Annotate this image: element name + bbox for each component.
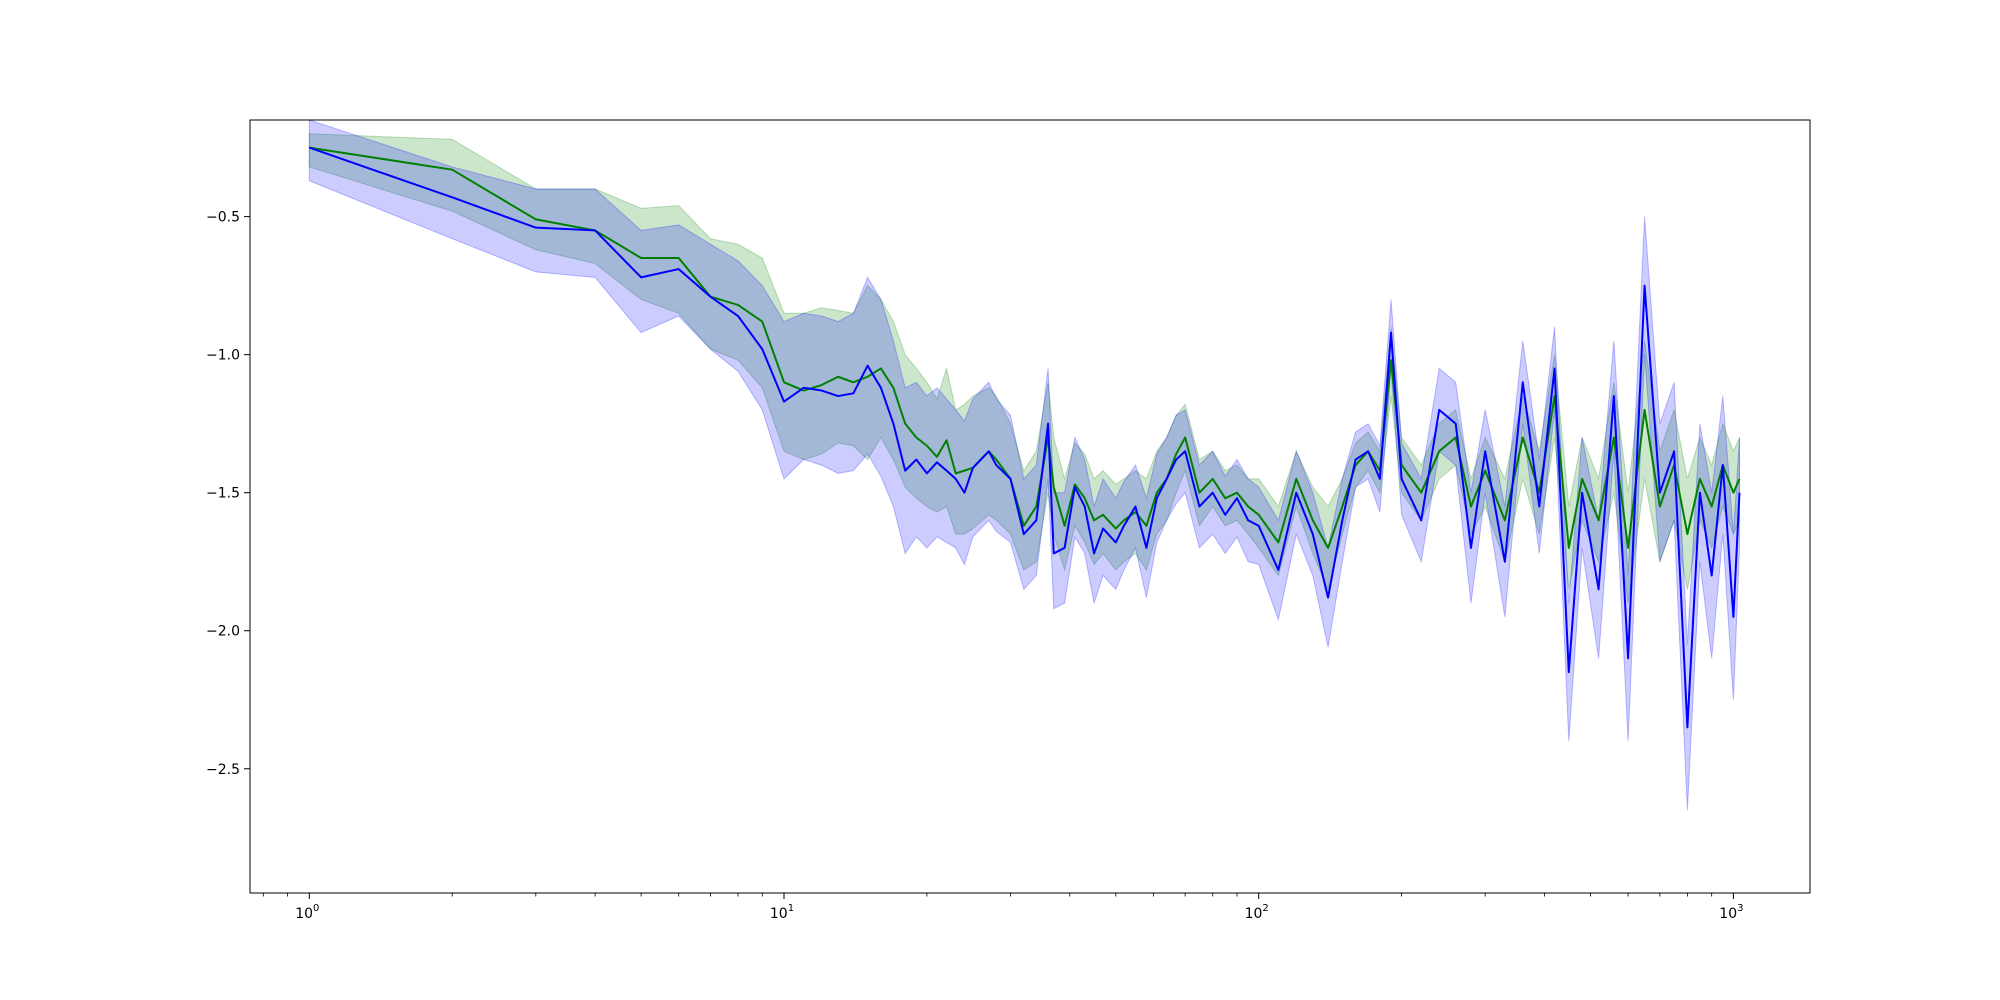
y-tick-label: −2.5 [206, 762, 240, 778]
x-tick-label: 103 [1719, 903, 1743, 922]
x-tick-label: 100 [295, 903, 319, 922]
x-axis: 100 101 102 103 [262, 893, 1744, 922]
x-tick-label: 102 [1245, 903, 1269, 922]
y-tick-label: −1.0 [206, 348, 240, 364]
plot-frame [249, 119, 1811, 894]
y-tick-label: −0.5 [206, 210, 240, 226]
y-tick-label: −1.5 [206, 486, 240, 502]
y-axis: −0.5 −1.0 −1.5 −2.0 −2.5 [206, 210, 250, 778]
x-tick-label: 101 [770, 903, 794, 922]
series-lines [308, 146, 1741, 729]
line-series-2 [308, 146, 1741, 729]
confidence-bands [308, 119, 1740, 811]
band-series-1 [308, 133, 1740, 604]
y-tick-label: −2.0 [206, 624, 240, 640]
band-series-2 [308, 119, 1740, 811]
